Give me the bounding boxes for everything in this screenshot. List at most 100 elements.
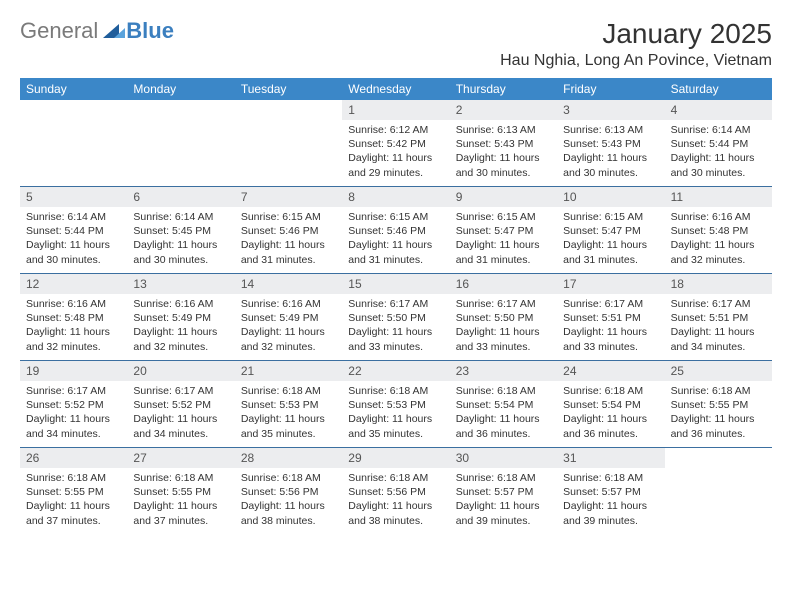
day-number: 30 xyxy=(450,448,557,468)
day-detail: Sunrise: 6:17 AMSunset: 5:50 PMDaylight:… xyxy=(450,294,557,358)
sunset-line: Sunset: 5:51 PM xyxy=(563,311,658,325)
day-number: 15 xyxy=(342,274,449,294)
day-number: 31 xyxy=(557,448,664,468)
daylight-line: Daylight: 11 hours and 30 minutes. xyxy=(456,151,551,179)
sunrise-line: Sunrise: 6:14 AM xyxy=(26,210,121,224)
daylight-line: Daylight: 11 hours and 30 minutes. xyxy=(671,151,766,179)
logo-triangle-icon xyxy=(103,18,125,44)
day-detail: Sunrise: 6:17 AMSunset: 5:51 PMDaylight:… xyxy=(665,294,772,358)
day-number: 29 xyxy=(342,448,449,468)
sunset-line: Sunset: 5:56 PM xyxy=(241,485,336,499)
day-number: 24 xyxy=(557,361,664,381)
day-cell: 28Sunrise: 6:18 AMSunset: 5:56 PMDayligh… xyxy=(235,448,342,534)
sunset-line: Sunset: 5:55 PM xyxy=(133,485,228,499)
daylight-line: Daylight: 11 hours and 31 minutes. xyxy=(563,238,658,266)
daylight-line: Daylight: 11 hours and 34 minutes. xyxy=(26,412,121,440)
sunset-line: Sunset: 5:49 PM xyxy=(241,311,336,325)
day-cell: 13Sunrise: 6:16 AMSunset: 5:49 PMDayligh… xyxy=(127,274,234,360)
sunrise-line: Sunrise: 6:17 AM xyxy=(671,297,766,311)
day-number: 9 xyxy=(450,187,557,207)
sunset-line: Sunset: 5:54 PM xyxy=(456,398,551,412)
sunrise-line: Sunrise: 6:16 AM xyxy=(133,297,228,311)
day-detail: Sunrise: 6:13 AMSunset: 5:43 PMDaylight:… xyxy=(450,120,557,184)
day-cell: 11Sunrise: 6:16 AMSunset: 5:48 PMDayligh… xyxy=(665,187,772,273)
daylight-line: Daylight: 11 hours and 32 minutes. xyxy=(241,325,336,353)
week-row: 12Sunrise: 6:16 AMSunset: 5:48 PMDayligh… xyxy=(20,273,772,360)
day-number: 20 xyxy=(127,361,234,381)
day-number: 7 xyxy=(235,187,342,207)
sunrise-line: Sunrise: 6:14 AM xyxy=(671,123,766,137)
day-number: 26 xyxy=(20,448,127,468)
sunset-line: Sunset: 5:47 PM xyxy=(563,224,658,238)
daylight-line: Daylight: 11 hours and 37 minutes. xyxy=(26,499,121,527)
daylight-line: Daylight: 11 hours and 38 minutes. xyxy=(348,499,443,527)
day-number: 3 xyxy=(557,100,664,120)
day-detail: Sunrise: 6:17 AMSunset: 5:50 PMDaylight:… xyxy=(342,294,449,358)
day-detail: Sunrise: 6:14 AMSunset: 5:44 PMDaylight:… xyxy=(20,207,127,271)
day-detail: Sunrise: 6:18 AMSunset: 5:57 PMDaylight:… xyxy=(450,468,557,532)
day-detail: Sunrise: 6:14 AMSunset: 5:45 PMDaylight:… xyxy=(127,207,234,271)
daylight-line: Daylight: 11 hours and 32 minutes. xyxy=(671,238,766,266)
day-detail: Sunrise: 6:16 AMSunset: 5:48 PMDaylight:… xyxy=(665,207,772,271)
sunset-line: Sunset: 5:51 PM xyxy=(671,311,766,325)
logo: General Blue xyxy=(20,18,174,44)
day-detail: Sunrise: 6:18 AMSunset: 5:53 PMDaylight:… xyxy=(342,381,449,445)
day-cell: 7Sunrise: 6:15 AMSunset: 5:46 PMDaylight… xyxy=(235,187,342,273)
sunset-line: Sunset: 5:47 PM xyxy=(456,224,551,238)
sunset-line: Sunset: 5:44 PM xyxy=(671,137,766,151)
sunset-line: Sunset: 5:43 PM xyxy=(456,137,551,151)
day-number: 6 xyxy=(127,187,234,207)
day-detail: Sunrise: 6:15 AMSunset: 5:46 PMDaylight:… xyxy=(235,207,342,271)
daylight-line: Daylight: 11 hours and 31 minutes. xyxy=(348,238,443,266)
sunrise-line: Sunrise: 6:18 AM xyxy=(133,471,228,485)
day-cell: 29Sunrise: 6:18 AMSunset: 5:56 PMDayligh… xyxy=(342,448,449,534)
day-number: 23 xyxy=(450,361,557,381)
sunset-line: Sunset: 5:50 PM xyxy=(456,311,551,325)
day-number: 5 xyxy=(20,187,127,207)
sunset-line: Sunset: 5:55 PM xyxy=(26,485,121,499)
sunset-line: Sunset: 5:55 PM xyxy=(671,398,766,412)
week-row: 26Sunrise: 6:18 AMSunset: 5:55 PMDayligh… xyxy=(20,447,772,534)
daylight-line: Daylight: 11 hours and 32 minutes. xyxy=(26,325,121,353)
month-title: January 2025 xyxy=(500,18,772,50)
day-header: Tuesday xyxy=(235,78,342,100)
day-header: Wednesday xyxy=(342,78,449,100)
day-cell: 24Sunrise: 6:18 AMSunset: 5:54 PMDayligh… xyxy=(557,361,664,447)
day-number: 22 xyxy=(342,361,449,381)
day-header-row: Sunday Monday Tuesday Wednesday Thursday… xyxy=(20,78,772,100)
day-number: 16 xyxy=(450,274,557,294)
daylight-line: Daylight: 11 hours and 35 minutes. xyxy=(241,412,336,440)
day-cell xyxy=(665,448,772,534)
day-detail: Sunrise: 6:13 AMSunset: 5:43 PMDaylight:… xyxy=(557,120,664,184)
day-cell: 4Sunrise: 6:14 AMSunset: 5:44 PMDaylight… xyxy=(665,100,772,186)
day-cell: 3Sunrise: 6:13 AMSunset: 5:43 PMDaylight… xyxy=(557,100,664,186)
day-header: Friday xyxy=(557,78,664,100)
day-cell: 14Sunrise: 6:16 AMSunset: 5:49 PMDayligh… xyxy=(235,274,342,360)
day-detail: Sunrise: 6:12 AMSunset: 5:42 PMDaylight:… xyxy=(342,120,449,184)
daylight-line: Daylight: 11 hours and 33 minutes. xyxy=(456,325,551,353)
daylight-line: Daylight: 11 hours and 36 minutes. xyxy=(563,412,658,440)
daylight-line: Daylight: 11 hours and 29 minutes. xyxy=(348,151,443,179)
calendar: Sunday Monday Tuesday Wednesday Thursday… xyxy=(20,78,772,534)
daylight-line: Daylight: 11 hours and 38 minutes. xyxy=(241,499,336,527)
day-number: 21 xyxy=(235,361,342,381)
day-number: 2 xyxy=(450,100,557,120)
sunset-line: Sunset: 5:54 PM xyxy=(563,398,658,412)
sunrise-line: Sunrise: 6:15 AM xyxy=(241,210,336,224)
day-detail: Sunrise: 6:18 AMSunset: 5:55 PMDaylight:… xyxy=(127,468,234,532)
day-cell: 8Sunrise: 6:15 AMSunset: 5:46 PMDaylight… xyxy=(342,187,449,273)
day-number: 18 xyxy=(665,274,772,294)
sunset-line: Sunset: 5:52 PM xyxy=(26,398,121,412)
day-detail: Sunrise: 6:17 AMSunset: 5:52 PMDaylight:… xyxy=(20,381,127,445)
sunrise-line: Sunrise: 6:18 AM xyxy=(671,384,766,398)
day-header: Monday xyxy=(127,78,234,100)
day-detail: Sunrise: 6:18 AMSunset: 5:57 PMDaylight:… xyxy=(557,468,664,532)
sunrise-line: Sunrise: 6:13 AM xyxy=(456,123,551,137)
sunset-line: Sunset: 5:53 PM xyxy=(348,398,443,412)
day-cell: 25Sunrise: 6:18 AMSunset: 5:55 PMDayligh… xyxy=(665,361,772,447)
sunset-line: Sunset: 5:52 PM xyxy=(133,398,228,412)
day-header: Thursday xyxy=(450,78,557,100)
day-cell: 12Sunrise: 6:16 AMSunset: 5:48 PMDayligh… xyxy=(20,274,127,360)
sunset-line: Sunset: 5:43 PM xyxy=(563,137,658,151)
day-number: 1 xyxy=(342,100,449,120)
